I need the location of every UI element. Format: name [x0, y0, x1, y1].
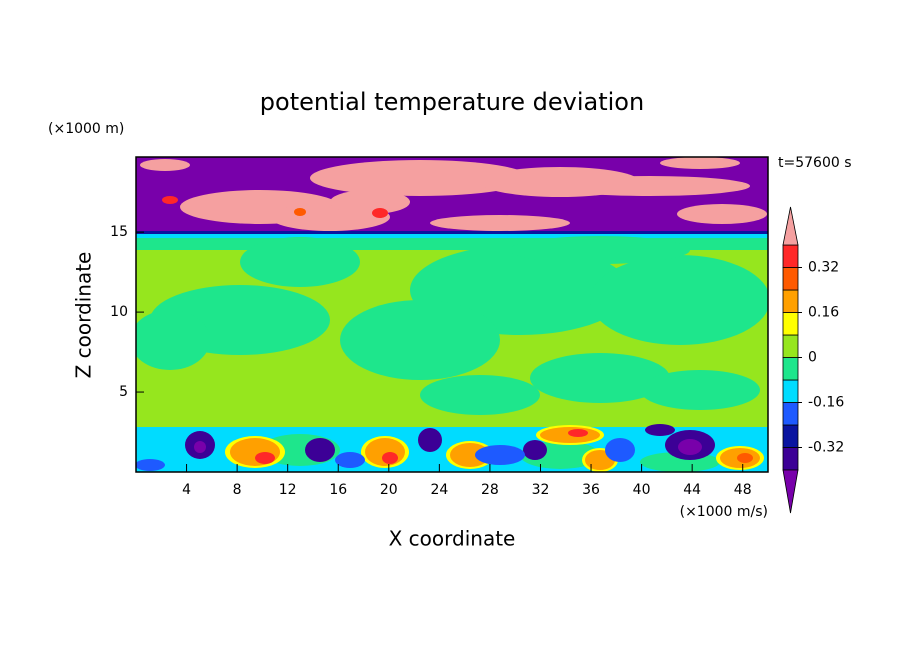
contour-region	[430, 215, 570, 231]
contour-region	[335, 452, 365, 468]
x-tick-label: 12	[279, 482, 297, 498]
x-tick-label: 36	[582, 482, 600, 498]
colorbar-box	[782, 334, 799, 358]
y-axis-label: Z coordinate	[72, 252, 96, 379]
contour-region	[162, 196, 178, 204]
colorbar-box	[782, 312, 799, 336]
x-tick-label: 4	[182, 482, 191, 498]
contour-region	[136, 459, 165, 471]
contour-region	[523, 440, 547, 460]
plot-frame	[135, 156, 769, 473]
x-tick-label: 32	[532, 482, 550, 498]
x-axis-label: X coordinate	[389, 527, 516, 551]
colorbar-tick-label: 0	[808, 350, 817, 366]
contour-region	[590, 255, 768, 345]
contour-region	[660, 157, 740, 169]
contour-region	[305, 438, 335, 462]
y-unit: (×1000 m)	[48, 121, 124, 137]
contour-region	[136, 310, 210, 370]
chart-title: potential temperature deviation	[260, 88, 644, 116]
colorbar-box	[782, 447, 799, 471]
colorbar-box	[782, 244, 799, 268]
contour-region	[420, 375, 540, 415]
colorbar-tick-label: 0.32	[808, 260, 839, 276]
contour-region	[140, 159, 190, 171]
x-tick-label: 44	[683, 482, 701, 498]
contour-region	[645, 424, 675, 436]
colorbar-box	[782, 379, 799, 403]
colorbar-box	[782, 289, 799, 313]
contour-region	[310, 160, 530, 196]
colorbar-box	[782, 357, 799, 381]
x-unit: (×1000 m/s)	[680, 504, 768, 520]
colorbar-tick-label: -0.16	[808, 395, 844, 411]
x-tick-label: 24	[430, 482, 448, 498]
x-tick-label: 40	[633, 482, 651, 498]
y-tick-label: 15	[110, 224, 128, 240]
x-tick-label: 16	[329, 482, 347, 498]
colorbar-box	[782, 402, 799, 426]
contour-field	[136, 157, 768, 472]
contour-region	[330, 190, 410, 214]
colorbar-tick-label: -0.32	[808, 440, 844, 456]
contour-region	[678, 439, 702, 455]
x-tick-label: 48	[734, 482, 752, 498]
contour-region	[382, 452, 398, 464]
contour-region	[737, 453, 753, 463]
contour-region	[530, 353, 670, 403]
colorbar-box	[782, 267, 799, 291]
x-tick-label: 8	[233, 482, 242, 498]
contour-region	[550, 176, 750, 196]
y-tick-label: 10	[110, 304, 128, 320]
contour-region	[136, 231, 768, 234]
x-tick-label: 28	[481, 482, 499, 498]
contour-region	[194, 441, 206, 453]
y-tick-label: 5	[119, 384, 128, 400]
contour-region	[294, 208, 306, 216]
time-annotation: t=57600 s	[778, 155, 852, 171]
contour-region	[605, 438, 635, 462]
colorbar-box	[782, 424, 799, 448]
colorbar-over	[782, 206, 799, 246]
x-tick-label: 20	[380, 482, 398, 498]
colorbar-tick-label: 0.16	[808, 305, 839, 321]
contour-region	[136, 234, 768, 238]
contour-region	[340, 300, 500, 380]
colorbar-under	[782, 469, 799, 514]
contour-region	[475, 445, 525, 465]
contour-region	[372, 208, 388, 218]
contour-region	[640, 370, 760, 410]
contour-region	[568, 429, 588, 437]
contour-region	[677, 204, 767, 224]
contour-region	[255, 452, 275, 464]
contour-region	[418, 428, 442, 452]
contour-region	[240, 237, 360, 287]
contour-region	[510, 236, 690, 264]
